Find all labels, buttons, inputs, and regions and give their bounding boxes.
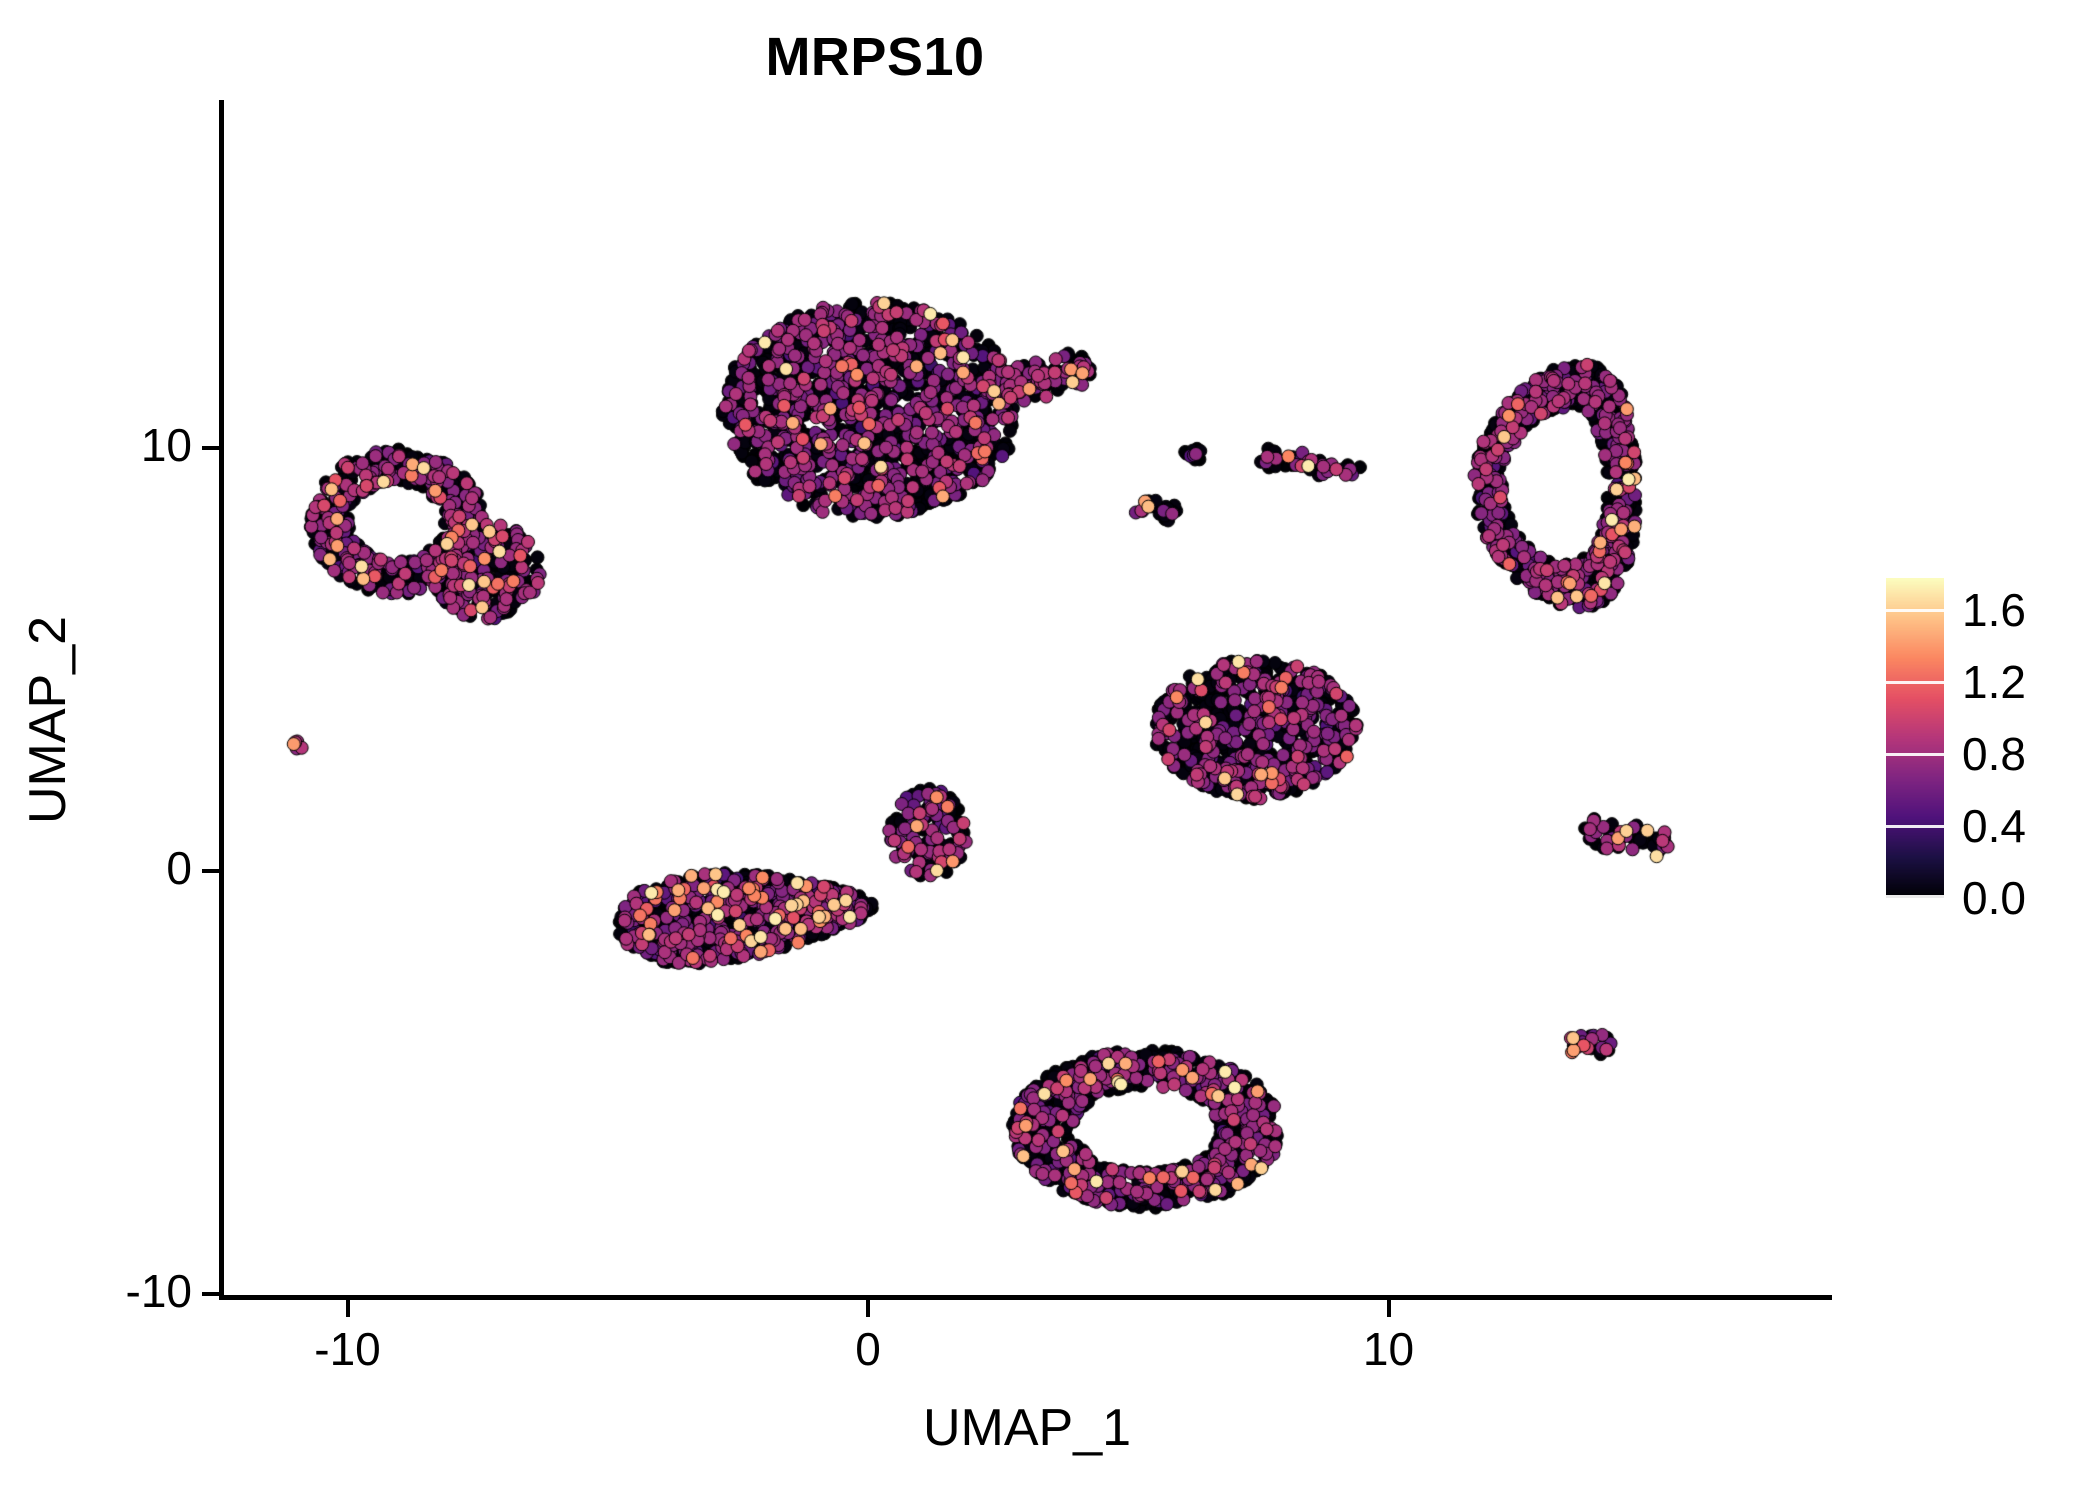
page-title: MRPS10 bbox=[765, 27, 985, 87]
y-tick-label: 10 bbox=[140, 419, 192, 471]
x-tick-mark bbox=[1386, 1300, 1391, 1317]
y-tick-mark bbox=[202, 1292, 219, 1296]
colorbar-tick-mark bbox=[1886, 825, 1944, 829]
colorbar-tick-mark bbox=[1886, 753, 1944, 757]
x-tick-label: -10 bbox=[314, 1323, 381, 1375]
x-tick-mark bbox=[345, 1300, 350, 1317]
x-tick-label: 10 bbox=[1362, 1323, 1415, 1375]
colorbar-tick-label: 0.4 bbox=[1962, 800, 2026, 853]
colorbar-tick-mark bbox=[1886, 681, 1944, 685]
y-tick-mark bbox=[202, 446, 219, 450]
y-axis-label: UMAP_2 bbox=[19, 615, 77, 825]
scatter-canvas bbox=[222, 100, 1832, 1298]
y-tick-label: 0 bbox=[166, 842, 192, 894]
colorbar-legend: 1.6 1.2 0.8 0.4 0.0 bbox=[1886, 578, 2086, 924]
x-axis-line bbox=[219, 1295, 1832, 1300]
colorbar-tick-mark bbox=[1886, 609, 1944, 613]
x-tick-mark bbox=[866, 1300, 870, 1317]
y-tick-mark bbox=[202, 869, 219, 873]
colorbar-tick-label: 0.8 bbox=[1962, 728, 2026, 781]
colorbar-tick-label: 1.6 bbox=[1962, 584, 2026, 637]
colorbar-tick-label: 1.2 bbox=[1962, 656, 2026, 709]
x-axis-label: UMAP_1 bbox=[922, 1399, 1132, 1457]
x-tick-label: 0 bbox=[855, 1323, 881, 1375]
colorbar-gradient bbox=[1886, 578, 1944, 898]
colorbar-tick-label: 0.0 bbox=[1962, 872, 2026, 924]
y-tick-label: -10 bbox=[125, 1265, 192, 1317]
y-axis-line bbox=[219, 100, 224, 1300]
plot-panel bbox=[222, 100, 1832, 1298]
colorbar-tick-mark bbox=[1886, 895, 1944, 898]
